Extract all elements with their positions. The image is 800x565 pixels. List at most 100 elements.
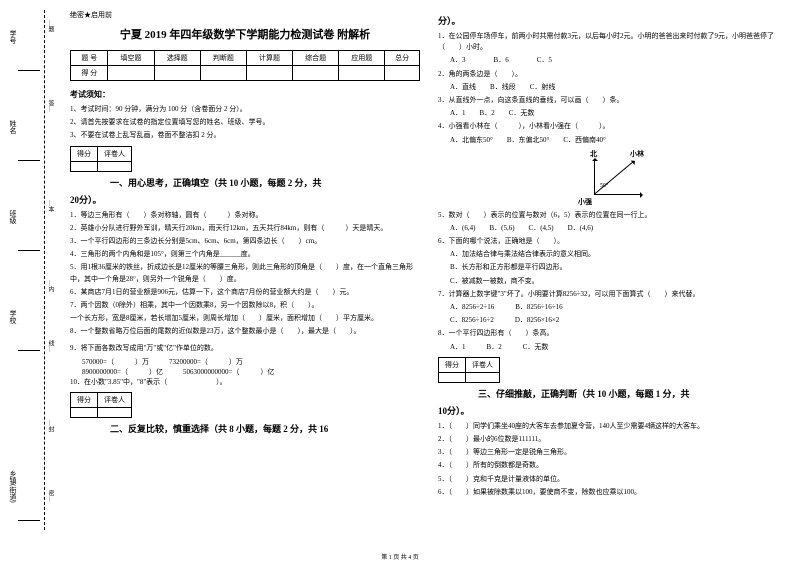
north-arrow	[594, 159, 595, 195]
r1-options: A．3 B．6 C．5	[450, 55, 788, 66]
seal-da: 答…	[46, 100, 55, 112]
section-score-box: 得分评卷人	[70, 146, 132, 172]
section2-title: 二、反复比较，慎重选择（共 8 小题，每题 2 分，共 16	[110, 422, 420, 435]
score-label: 得 分	[71, 66, 108, 81]
j5: 5．（ ）克和千克是计量液体的单位。	[438, 474, 788, 485]
j1: 1．（ ）同学们乘坐40座的大客车去参加夏令营，140人至少需要4辆这样的大客车…	[438, 421, 788, 432]
q9-row2: 8900000000=（ ）亿 5063000000000=（ ）亿	[82, 367, 420, 377]
score-header: 判断题	[200, 51, 246, 66]
dotted-line	[44, 10, 45, 530]
sidebar-underline	[18, 70, 40, 71]
r2-options: A．直线 B．线段 C．射线	[450, 82, 788, 93]
seal-mi: 密…	[46, 490, 55, 502]
q1-6: 6．某商店7月1日的营业额是906元，估算一下，这个商店7月份的营业额大约是（ …	[70, 287, 420, 298]
box-score: 得分	[439, 357, 466, 372]
j3: 3．（ ）等边三角形一定是锐角三角形。	[438, 447, 788, 458]
notice-item: 3、不要在试卷上乱写乱画，卷面不整洁扣 2 分。	[70, 130, 420, 141]
angle-label: 50°	[600, 183, 608, 189]
box-blank	[439, 372, 466, 382]
score-cell	[246, 66, 292, 81]
box-reviewer: 评卷人	[466, 357, 500, 372]
diag-arrow	[594, 160, 634, 194]
section3-cont: 10分）。	[438, 404, 788, 417]
box-reviewer: 评卷人	[98, 146, 132, 161]
box-blank	[98, 407, 132, 417]
r2: 2．角的两条边是（ ）。	[438, 69, 788, 80]
seal-nei: …内	[46, 280, 55, 292]
r4-options: A．北偏东50° B．东偏北50° C．西偏南40°	[450, 135, 788, 146]
east-arrow	[594, 194, 642, 195]
section1-cont: 20分）。	[70, 193, 420, 206]
section3-title: 三、仔细推敲，正确判断（共 10 小题，每题 1 分，共	[478, 387, 788, 400]
q1-4: 4．三角形的两个内角和是105°，则第三个内角是______度。	[70, 249, 420, 260]
q1-2: 2．英雄小分队进行野外军训，晴天行20km，雨天行12km，五天共行84km，则…	[70, 223, 420, 234]
label-banji: 班级	[8, 210, 18, 224]
binding-sidebar: 学号 姓名 班级 学校 乡镇(街道) …题 答… …本 …内 线… …封 密…	[0, 0, 60, 540]
section-score-box: 得分评卷人	[70, 392, 132, 418]
r3-options: A．1 B．2 C．无数	[450, 108, 788, 119]
seal-ben: …本	[46, 200, 55, 212]
box-reviewer: 评卷人	[98, 392, 132, 407]
r3: 3．从直线外一点，向这条直线的垂线，可以画（ ）条。	[438, 95, 788, 106]
score-header: 选择题	[154, 51, 200, 66]
box-blank	[98, 161, 132, 171]
box-score: 得分	[71, 146, 98, 161]
box-score: 得分	[71, 392, 98, 407]
xiaolin-label: 小林	[630, 149, 644, 159]
r1: 1．在公园停车场停车，前两小时共需付款3元，以后每小时2元。小明的爸爸出来时付款…	[438, 31, 788, 53]
q1-9: 9．将下面各数改写成用"万"或"亿"作单位的数。	[70, 343, 420, 354]
q1-8: 8．一个整数省略万位后面的尾数的近似数是23万，这个整数最小是（ ），最大是（ …	[70, 326, 420, 337]
seal-xian: 线…	[46, 340, 55, 352]
r7: 7．计算器上数字键"3"坏了。小明要计算8256÷32，可以用下面算式（ ）来代…	[438, 289, 788, 300]
q1-7: 7．两个因数（0除外）相乘，其中一个因数乘8，另一个因数除以8，积（ ）。	[70, 300, 420, 311]
q1-5: 5．用1根36厘米的铁丝，折成边长是12厘米的等腰三角形，则此三角形的顶角是（ …	[70, 262, 420, 284]
r6-b: B．长方形和正方形都是平行四边形。	[450, 262, 788, 273]
xiaoqiang-label: 小强	[578, 197, 592, 207]
score-header: 计算题	[246, 51, 292, 66]
q1-7b: 一个长方形，宽是8厘米，若长增加5厘米，则周长增加（ ）厘米，面积增加（ ）平方…	[70, 313, 420, 324]
score-header: 应用题	[339, 51, 385, 66]
q1-10: 10．在小数"3.85"中，"8"表示（ ）。	[70, 377, 420, 388]
q9-row1: 570000=（ ）万 73200000=（ ）万	[82, 357, 420, 367]
label-xingming: 姓名	[8, 120, 18, 134]
section-score-box: 得分评卷人	[438, 357, 500, 383]
sidebar-underline	[18, 350, 40, 351]
score-table: 题 号 填空题 选择题 判断题 计算题 综合题 应用题 总分 得 分	[70, 50, 420, 81]
q9-cell: 570000=（ ）万	[82, 357, 149, 367]
score-header: 题 号	[71, 51, 108, 66]
page-footer: 第 1 页 共 4 页	[0, 552, 800, 561]
j2: 2．（ ）最小的6位数是111111。	[438, 434, 788, 445]
box-blank	[466, 372, 500, 382]
score-header: 总分	[385, 51, 420, 66]
sidebar-underline	[18, 520, 40, 521]
r8-options: A．1 B．2 C．无数	[450, 342, 788, 353]
r8: 8．一个平行四边形有（ ）条高。	[438, 328, 788, 339]
score-cell	[154, 66, 200, 81]
seal-feng: …封	[46, 420, 55, 432]
r7-cd: C．8256÷16÷2 D．8256×16×2	[450, 315, 788, 326]
r6: 6．下面的哪个说法，正确地是（ ）。	[438, 236, 788, 247]
q1-3: 3．一个平行四边形的三条边长分别是5cm、6cm、6cm，第四条边长（ ）cm。	[70, 236, 420, 247]
section2-cont: 分）。	[438, 14, 788, 27]
score-value-row: 得 分	[71, 66, 420, 81]
column-left: 绝密★启用前 宁夏 2019 年四年级数学下学期能力检测试卷 附解析 题 号 填…	[70, 10, 420, 500]
r7-ab: A．8256÷2÷16 B．8256÷16÷16	[450, 302, 788, 313]
score-header: 填空题	[108, 51, 154, 66]
notice-heading: 考试须知：	[70, 89, 420, 100]
label-xuexiao: 学校	[8, 310, 18, 324]
secret-label: 绝密★启用前	[70, 10, 420, 20]
score-cell	[385, 66, 420, 81]
r5: 5．数对（ ）表示的位置与数对（6，5）表示的位置在同一行上。	[438, 210, 788, 221]
notice-item: 2、请首先按要求在试卷的指定位置填写您的姓名、班级、学号。	[70, 117, 420, 128]
q9-cell: 8900000000=（ ）亿	[82, 367, 163, 377]
box-blank	[71, 161, 98, 171]
j4: 4．（ ）所有的倒数都是奇数。	[438, 460, 788, 471]
j6: 6．（ ）如果被除数乘以100，要使商不变，除数也应乘以100。	[438, 487, 788, 498]
exam-title: 宁夏 2019 年四年级数学下学期能力检测试卷 附解析	[70, 26, 420, 42]
q9-cell: 73200000=（ ）万	[169, 357, 243, 367]
score-cell	[339, 66, 385, 81]
main-content: 绝密★启用前 宁夏 2019 年四年级数学下学期能力检测试卷 附解析 题 号 填…	[70, 10, 790, 500]
section1-title: 一、用心思考，正确填空（共 10 小题，每题 2 分，共	[110, 176, 420, 189]
direction-diagram: 北 小林 小强 50°	[578, 149, 648, 207]
r4: 4．小强看小林在（ ），小林看小强在（ ）。	[438, 121, 788, 132]
